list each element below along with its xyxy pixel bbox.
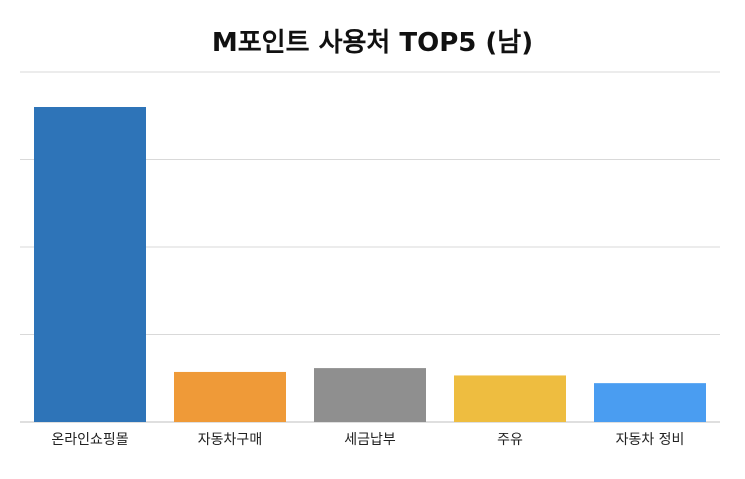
chart-title: M포인트 사용처 TOP5 (남) xyxy=(211,28,534,58)
bar-3 xyxy=(454,375,566,422)
x-tick-label: 자동차 정비 xyxy=(616,432,685,448)
bar-0 xyxy=(34,107,146,422)
x-tick-label: 주유 xyxy=(497,432,523,448)
bar-2 xyxy=(314,368,426,422)
x-tick-label: 세금납부 xyxy=(344,432,396,448)
bar-4 xyxy=(594,383,706,422)
x-tick-label: 자동차구매 xyxy=(198,432,262,448)
x-tick-label: 온라인쇼핑몰 xyxy=(51,432,128,448)
bar-1 xyxy=(174,371,286,422)
